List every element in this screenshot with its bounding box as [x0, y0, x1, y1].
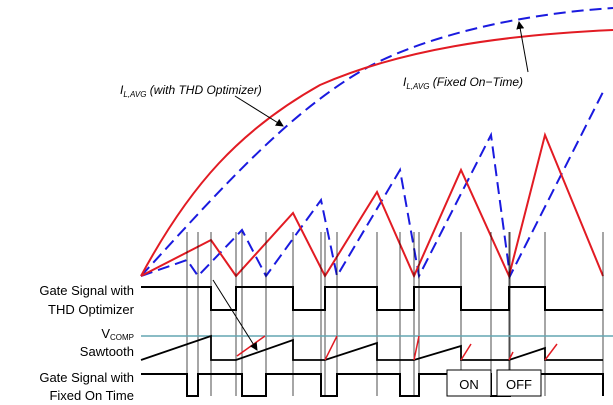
- on-label: ON: [459, 377, 479, 392]
- inductor-current-fixed-on-time: [140, 91, 604, 280]
- iavg-thd-optimizer-curve: [140, 29, 613, 277]
- off-box: [496, 369, 542, 397]
- gate-signal-thd-optimizer-trace: [141, 286, 603, 311]
- label-gate-optimizer-line1: Gate Signal with: [39, 283, 134, 298]
- sawtooth-ramp-trace: [140, 334, 603, 361]
- annotation-iavg-optimizer: IL,AVG (with THD Optimizer): [120, 83, 262, 99]
- annotation-iavg-fixed: IL,AVG (Fixed On−Time): [403, 75, 523, 91]
- label-gate-optimizer-line2: THD Optimizer: [48, 302, 135, 317]
- label-gate-fixed-line1: Gate Signal with: [39, 370, 134, 385]
- timing-marker-lines: [186, 232, 604, 396]
- arrow-to-fixed-curve: [516, 21, 529, 73]
- off-label: OFF: [506, 377, 532, 392]
- arrow-to-sawtooth: [212, 279, 258, 351]
- on-box: [446, 369, 492, 397]
- label-vcomp: VCOMP: [101, 326, 134, 342]
- inductor-current-thd-optimizer: [140, 131, 604, 280]
- label-gate-fixed-line2: Fixed On Time: [49, 388, 134, 403]
- arrow-to-optimizer-curve: [234, 95, 284, 127]
- label-sawtooth: Sawtooth: [80, 344, 134, 359]
